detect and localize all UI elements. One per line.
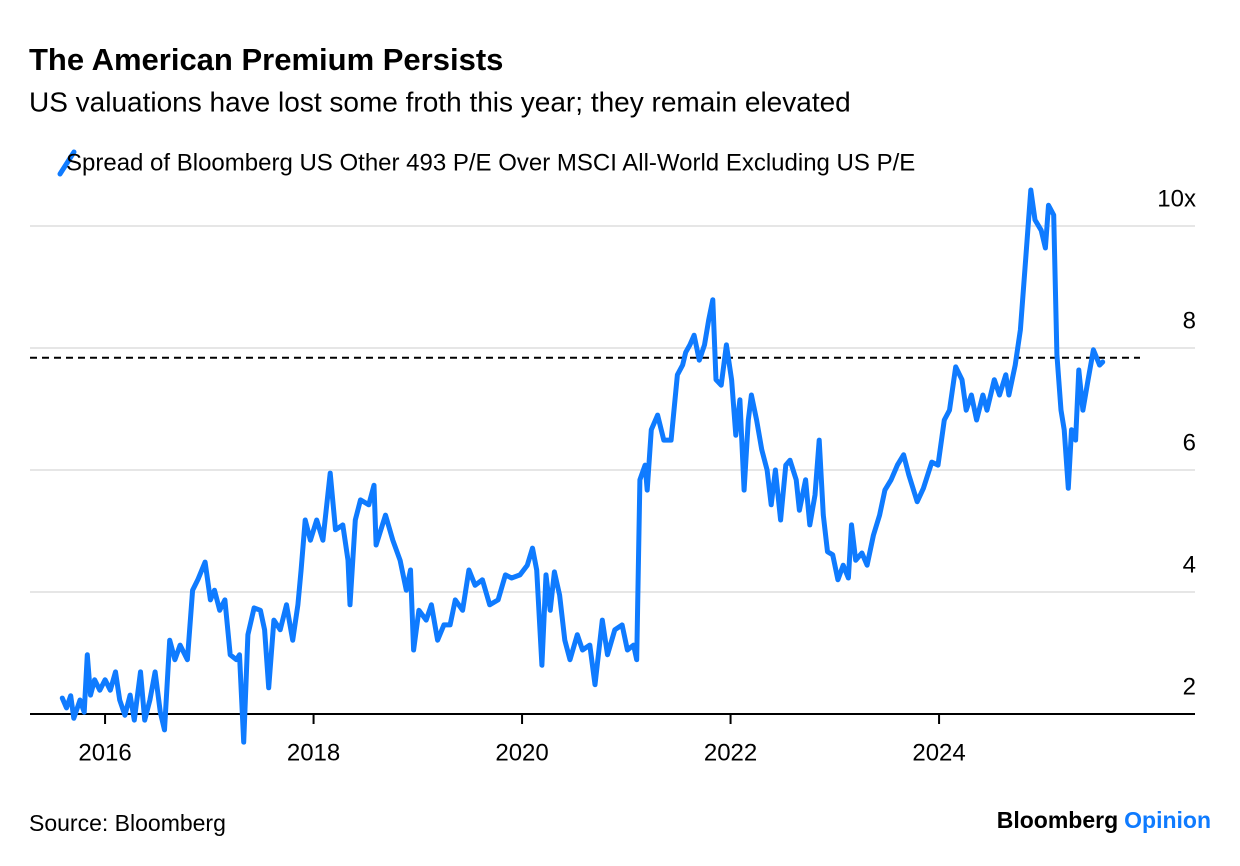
- chart-title: The American Premium Persists: [29, 42, 503, 77]
- legend-swatch: [57, 149, 77, 177]
- data-line: [59, 187, 1106, 745]
- y-tick-label: 4: [1183, 551, 1196, 578]
- source-note: Source: Bloomberg: [29, 810, 226, 836]
- y-tick-label: 6: [1183, 429, 1196, 456]
- brand-suffix: Opinion: [1124, 807, 1211, 833]
- x-tick-label: 2024: [912, 739, 965, 766]
- y-tick-label: 2: [1183, 673, 1196, 700]
- y-tick-label: 8: [1183, 307, 1196, 334]
- legend-label: Spread of Bloomberg US Other 493 P/E Ove…: [66, 149, 915, 176]
- brand-name: Bloomberg: [997, 807, 1118, 833]
- x-tick-label: 2020: [495, 739, 548, 766]
- x-tick-label: 2022: [704, 739, 757, 766]
- y-tick-label: 10x: [1157, 185, 1196, 212]
- x-tick-label: 2016: [78, 739, 131, 766]
- chart-subtitle: US valuations have lost some froth this …: [29, 86, 851, 117]
- brand: Bloomberg Opinion: [997, 807, 1211, 833]
- x-tick-label: 2018: [287, 739, 340, 766]
